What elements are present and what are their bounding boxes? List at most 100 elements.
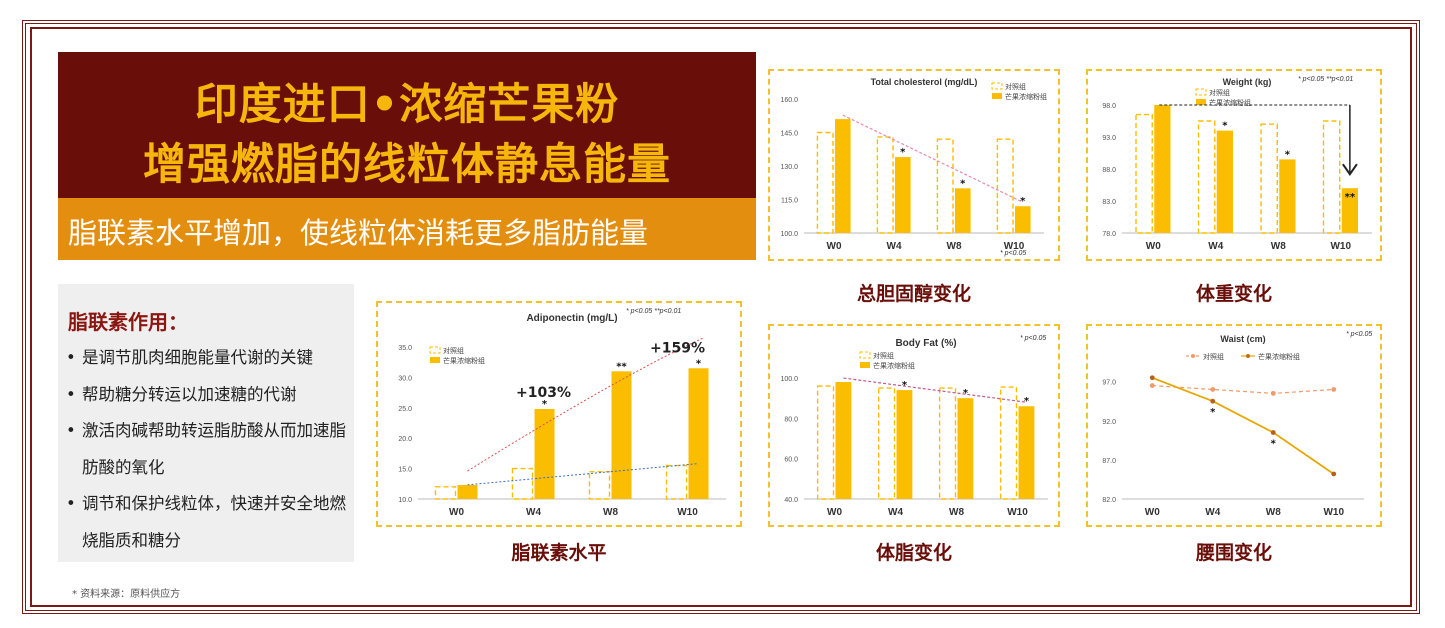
drop-arrow-head	[1342, 163, 1358, 176]
x-tick-label: W0	[1146, 241, 1161, 252]
weight-svg: Weight (kg) * p<0.05 **p<0.01 98.0 93.0 88.0…	[1102, 76, 1372, 252]
y-tick-label: 145.0	[780, 131, 798, 138]
mango-bar	[1154, 105, 1171, 233]
x-tick-label: W10	[1007, 507, 1028, 518]
y-tick-label: 35.0	[398, 345, 412, 352]
y-tick-label: 98.0	[1102, 103, 1116, 110]
cholesterol-svg: Total cholesterol (mg/dL) * p<0.05 160.0 14…	[780, 77, 1047, 257]
chart-title: Weight (kg)	[1223, 77, 1272, 87]
significance-marker: *	[696, 358, 702, 369]
mango-bar	[835, 382, 852, 499]
chart-title: Adiponectin (mg/L)	[526, 313, 617, 324]
x-tick-label: W4	[888, 507, 903, 518]
placebo-bar	[434, 486, 457, 500]
mango-bar	[688, 368, 709, 499]
y-tick-label: 130.0	[780, 164, 798, 171]
legend-label: 对照组	[1209, 88, 1230, 97]
mango-bar	[1216, 130, 1233, 233]
y-tick-label: 78.0	[1102, 231, 1116, 238]
placebo-bar	[996, 138, 1014, 234]
significance-note: * p<0.05 **p<0.01	[1298, 76, 1353, 83]
x-tick-label: W0	[449, 507, 464, 518]
legend-swatch	[1196, 99, 1206, 105]
info-list: 是调节肌肉细胞能量代谢的关键 帮助糖分转运以加速糖的代谢 激活肉碱帮助转运脂肪酸…	[66, 340, 350, 559]
info-item: 激活肉碱帮助转运脂肪酸从而加速脂肪酸的氧化	[66, 413, 350, 486]
significance-marker: *	[1285, 149, 1291, 160]
chart-title: Total cholesterol (mg/dL)	[871, 77, 978, 87]
placebo-bar	[1135, 113, 1153, 234]
y-tick-label: 82.0	[1102, 497, 1116, 504]
legend-swatch	[991, 82, 1003, 90]
x-tick-label: W4	[1208, 241, 1223, 252]
y-tick-label: 20.0	[398, 436, 412, 443]
placebo-trend-line	[467, 463, 699, 486]
y-tick-label: 100.0	[780, 231, 798, 238]
legend-label: 对照组	[1005, 82, 1026, 91]
increase-annotation: +159%	[650, 340, 705, 356]
data-point	[1210, 387, 1216, 392]
placebo-bar	[1260, 123, 1278, 234]
placebo-bar	[816, 385, 835, 500]
mango-bar	[1279, 159, 1296, 233]
significance-marker: *	[900, 147, 906, 158]
x-tick-label: W4	[887, 241, 902, 252]
downward-trend-line	[843, 377, 1027, 403]
significance-marker: *	[960, 178, 966, 189]
legend-marker	[1246, 354, 1250, 358]
placebo-bar	[588, 470, 611, 500]
y-tick-label: 40.0	[784, 497, 798, 504]
downward-trend-line	[842, 114, 1024, 203]
x-tick-label: W10	[1323, 507, 1344, 518]
cholesterol-chart: Total cholesterol (mg/dL) * p<0.05 160.0 14…	[768, 69, 1060, 261]
data-point	[1149, 383, 1155, 388]
x-tick-label: W10	[677, 507, 698, 518]
legend-swatch	[859, 351, 871, 359]
y-tick-label: 88.0	[1102, 167, 1116, 174]
significance-marker: **	[616, 361, 627, 372]
subtitle-banner: 脂联素水平增加，使线粒体消耗更多脂肪能量	[58, 198, 756, 260]
y-tick-label: 25.0	[398, 406, 412, 413]
y-tick-label: 92.0	[1102, 419, 1116, 426]
legend-label: 芒果浓缩粉组	[1258, 352, 1300, 361]
info-item: 帮助糖分转运以加速糖的代谢	[66, 377, 350, 414]
placebo-bar	[816, 131, 834, 234]
adiponectin-chart: Adiponectin (mg/L) * p<0.05 **p<0.01 35.0 3…	[376, 301, 742, 527]
x-tick-label: W8	[603, 507, 618, 518]
mango-bar	[1018, 406, 1035, 499]
significance-marker: *	[1020, 196, 1026, 207]
legend-label: 芒果浓缩粉组	[443, 356, 485, 365]
waist-svg: Waist (cm) * p<0.05 97.0 92.0 87.0 82.0 对照组 芒果浓…	[1102, 331, 1372, 518]
significance-note: * p<0.05	[1020, 335, 1046, 342]
bodyfat-chart: Body Fat (%) * p<0.05 100.0 80.0 60.0 40.0 对照组…	[768, 324, 1060, 527]
legend-swatch	[430, 357, 440, 363]
mango-bar	[835, 119, 851, 233]
data-point	[1270, 390, 1276, 396]
x-tick-label: W8	[947, 241, 962, 252]
bodyfat-caption: 体脂变化	[875, 542, 952, 564]
significance-note: * p<0.05	[1000, 250, 1026, 257]
x-tick-label: W0	[827, 241, 842, 252]
mango-bar	[955, 188, 971, 233]
significance-marker: *	[542, 399, 548, 410]
x-tick-label: W10	[1330, 241, 1351, 252]
significance-marker: *	[1210, 407, 1216, 418]
y-tick-label: 30.0	[398, 375, 412, 382]
adiponectin-svg: Adiponectin (mg/L) * p<0.05 **p<0.01 35.0 3…	[398, 308, 726, 518]
y-tick-label: 87.0	[1102, 458, 1116, 465]
legend-label: 芒果浓缩粉组	[1005, 92, 1047, 101]
mango-trend-line	[467, 337, 703, 472]
data-point	[1270, 430, 1276, 435]
placebo-bar	[665, 464, 688, 500]
title-line-1: 印度进口•浓缩芒果粉	[194, 80, 620, 130]
mango-bar	[896, 390, 913, 499]
y-tick-label: 60.0	[784, 457, 798, 464]
y-tick-label: 83.0	[1102, 199, 1116, 206]
data-point	[1149, 375, 1155, 381]
legend-label: 芒果浓缩粉组	[1209, 98, 1251, 107]
y-tick-label: 100.0	[780, 376, 798, 383]
y-tick-label: 15.0	[398, 467, 412, 474]
y-tick-label: 160.0	[780, 97, 798, 104]
cholesterol-caption: 总胆固醇变化	[856, 283, 971, 305]
chart-title: Body Fat (%)	[895, 338, 956, 349]
mango-bar	[534, 409, 555, 499]
